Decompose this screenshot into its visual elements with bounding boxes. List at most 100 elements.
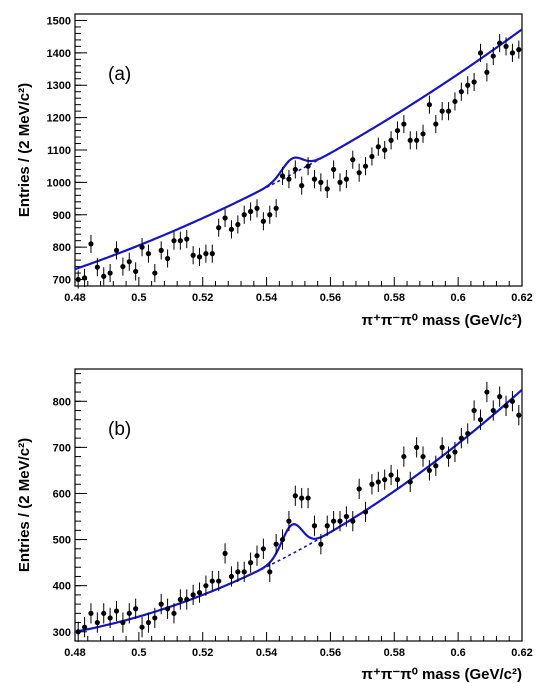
data-point — [152, 615, 158, 621]
y-tick-label: 1500 — [47, 15, 71, 27]
data-point — [254, 205, 260, 211]
data-point — [337, 179, 343, 185]
data-point — [248, 208, 254, 215]
data-point — [94, 619, 100, 626]
data-point — [273, 205, 279, 211]
data-point — [484, 69, 490, 75]
x-tick-label: 0.48 — [64, 292, 85, 304]
data-point — [516, 47, 522, 53]
data-point — [388, 137, 394, 143]
data-point — [75, 276, 81, 283]
y-tick-label: 1400 — [47, 48, 71, 60]
data-point — [267, 212, 273, 218]
data-point — [426, 102, 433, 108]
panel-a: (a) Entries / (2 MeV/c²) π⁺π⁻π⁰ mass (Ge… — [16, 13, 533, 329]
x-tick-label: 0.56 — [320, 292, 341, 304]
y-tick-label: 700 — [53, 275, 71, 287]
data-point — [484, 389, 490, 395]
data-point — [120, 263, 126, 270]
data-point — [458, 435, 464, 441]
data-point — [331, 166, 337, 173]
x-tick-label: 0.58 — [384, 292, 405, 304]
data-point — [216, 578, 222, 584]
data-point — [216, 225, 222, 231]
y-tick-label: 900 — [53, 210, 71, 222]
x-tick-label: 0.56 — [320, 647, 341, 659]
x-tick-label: 0.52 — [192, 292, 213, 304]
x-tick-label: 0.5 — [131, 647, 146, 659]
fit-curves-a — [74, 28, 523, 271]
data-point — [477, 50, 484, 56]
y-tick-label: 300 — [53, 627, 71, 639]
data-point — [407, 479, 413, 485]
data-point — [203, 583, 209, 589]
data-point — [516, 412, 522, 418]
panel-b: (b) Entries / (2 MeV/c²) π⁺π⁻π⁰ mass (Ge… — [16, 368, 533, 683]
ticks-a: 0.48 0.5 0.52 0.54 0.56 0.58 0.6 0.62 700 800 900 1… — [47, 13, 533, 304]
total-fit-curve — [74, 388, 523, 633]
data-point — [286, 518, 292, 524]
data-point — [113, 608, 120, 614]
data-point — [190, 592, 196, 598]
data-point — [420, 131, 426, 137]
data-point — [88, 610, 94, 616]
data-point — [350, 518, 356, 524]
data-point — [382, 477, 388, 483]
data-point — [369, 153, 375, 160]
data-point — [260, 546, 266, 552]
data-point — [407, 137, 413, 143]
data-point — [509, 50, 516, 56]
data-point — [101, 610, 107, 616]
x-tick-label: 0.5 — [131, 292, 146, 304]
data-point — [75, 629, 81, 635]
plot-frame-b — [74, 368, 523, 642]
y-axis-title-b: Entries / (2 MeV/c²) — [16, 438, 33, 572]
x-tick-label: 0.62 — [511, 647, 532, 659]
data-point — [184, 596, 190, 603]
data-point — [337, 518, 343, 524]
y-tick-label: 1200 — [47, 113, 71, 125]
data-point — [254, 553, 260, 559]
data-point — [145, 619, 152, 626]
data-point — [343, 513, 349, 520]
data-point — [279, 173, 286, 179]
data-point — [497, 40, 503, 46]
data-point — [279, 536, 286, 543]
data-point — [305, 495, 311, 501]
data-point — [171, 610, 177, 616]
y-tick-label: 600 — [53, 488, 71, 500]
x-tick-label: 0.52 — [192, 647, 213, 659]
data-point — [414, 137, 420, 143]
y-tick-label: 700 — [53, 442, 71, 454]
data-point — [471, 407, 477, 414]
data-point — [465, 430, 471, 437]
x-tick-label: 0.54 — [256, 647, 278, 659]
data-point — [471, 79, 477, 85]
data-point — [445, 453, 452, 460]
data-point — [107, 270, 113, 276]
data-point — [362, 163, 369, 169]
background-fit-curve — [250, 148, 338, 197]
data-point — [101, 273, 107, 279]
data-point — [152, 270, 158, 276]
data-point — [81, 275, 88, 281]
data-point — [433, 121, 439, 127]
fit-curves-b — [74, 388, 523, 633]
data-point — [222, 215, 228, 221]
data-point — [477, 417, 484, 423]
data-point — [196, 254, 203, 260]
data-point — [318, 179, 324, 185]
y-tick-label: 1000 — [47, 177, 71, 189]
background-fit-curve — [250, 527, 338, 576]
y-tick-label: 800 — [53, 396, 71, 408]
data-points-a — [75, 34, 522, 289]
data-point — [362, 509, 369, 515]
x-axis-title-a: π⁺π⁻π⁰ mass (GeV/c²) — [361, 312, 522, 329]
data-point — [490, 53, 496, 59]
data-point — [126, 610, 132, 616]
data-point — [273, 541, 279, 547]
data-points-b — [75, 381, 522, 642]
data-point — [164, 255, 171, 262]
data-point — [158, 247, 164, 253]
